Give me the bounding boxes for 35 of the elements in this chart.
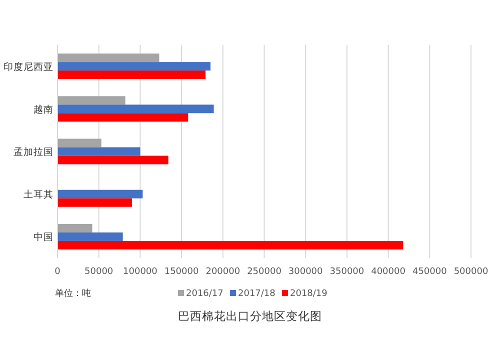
x-tick-label: 150000: [164, 267, 199, 277]
x-tick-label: 300000: [288, 267, 324, 277]
bar: [58, 240, 404, 250]
bar: [58, 104, 214, 114]
bar: [58, 62, 210, 71]
x-tick-label: 50000: [84, 267, 114, 277]
x-tick-label: 450000: [412, 267, 448, 277]
x-tick-label: 350000: [330, 267, 364, 277]
legend-label: 2016/17: [186, 289, 224, 299]
bar: [58, 54, 160, 62]
bar: [58, 224, 92, 232]
bar: [58, 198, 132, 207]
bar: [58, 70, 206, 80]
bar: [58, 232, 123, 241]
bar: [58, 96, 126, 105]
x-tick-label: 100000: [123, 267, 158, 277]
x-tick-label: 200000: [206, 267, 240, 277]
bar: [58, 190, 143, 198]
text: 单位：吨: [55, 288, 91, 299]
bar: [58, 156, 168, 164]
x-tick-label: 500000: [454, 267, 488, 277]
y-tick-label: 中国: [34, 231, 54, 244]
bar: [58, 138, 102, 148]
bar: [58, 113, 188, 122]
x-tick-label: 0: [54, 267, 61, 277]
x-tick-label: 400000: [371, 267, 406, 277]
y-tick-label: 土耳其: [24, 188, 54, 201]
x-tick-label: 250000: [247, 267, 282, 277]
y-tick-label: 越南: [34, 103, 54, 116]
y-tick-label: 印度尼西亚: [4, 60, 54, 73]
text: 巴西棉花出口分地区变化图: [178, 309, 322, 323]
legend-label: 2017/18: [238, 289, 276, 299]
y-tick-label: 孟加拉国: [14, 146, 54, 158]
legend-label: 2018/19: [290, 289, 328, 299]
bar: [58, 147, 140, 156]
